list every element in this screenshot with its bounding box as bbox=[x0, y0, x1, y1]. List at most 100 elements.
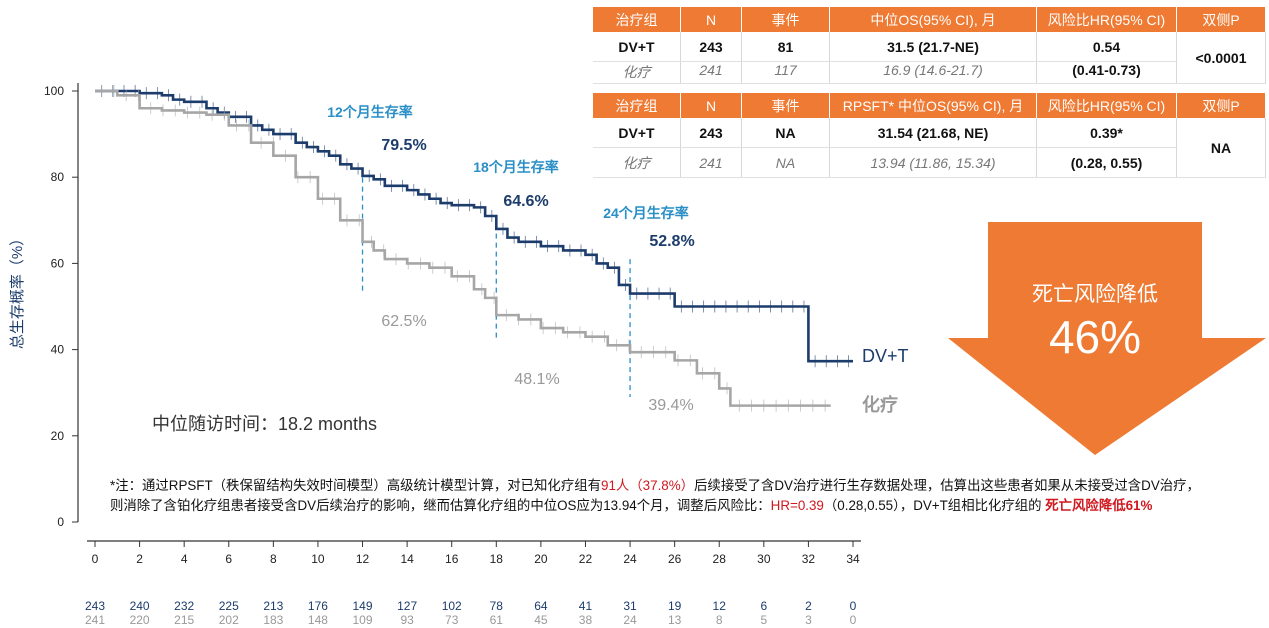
at-risk-dvt: 64 bbox=[534, 599, 548, 613]
x-tick-label: 22 bbox=[579, 552, 593, 566]
y-tick-label: 20 bbox=[51, 429, 65, 443]
y-axis-label: 总生存概率（%） bbox=[9, 231, 26, 349]
x-tick-label: 18 bbox=[490, 552, 504, 566]
table-cell-n: 243 bbox=[680, 32, 742, 62]
at-risk-dvt: 240 bbox=[130, 599, 150, 613]
x-tick-label: 20 bbox=[534, 552, 548, 566]
milestone-title: 24个月生存率 bbox=[603, 205, 689, 221]
at-risk-chemo: 183 bbox=[263, 613, 283, 627]
table-row: DV+T 243 NA 31.54 (21.68, NE) 0.39* NA bbox=[593, 118, 1266, 178]
y-tick-label: 100 bbox=[44, 84, 64, 98]
table-cell-events: NA bbox=[741, 147, 830, 178]
at-risk-chemo: 109 bbox=[353, 613, 373, 627]
table-cell-hr-ci: (0.28, 0.55) bbox=[1036, 147, 1177, 178]
at-risk-chemo: 93 bbox=[400, 613, 414, 627]
footnote-line-1: *注：通过RPSFT（秩保留结构失效时间模型）高级统计模型计算，对已知化疗组有9… bbox=[110, 476, 1260, 496]
at-risk-chemo: 61 bbox=[490, 613, 504, 627]
milestone-chemo-value: 48.1% bbox=[514, 371, 559, 388]
at-risk-dvt: 102 bbox=[442, 599, 462, 613]
table-cell-group: DV+T bbox=[593, 32, 681, 62]
milestone-markers: 12个月生存率 79.5% 62.5% 18个月生存率 64.6% 48.1% 24个月生存… bbox=[327, 104, 694, 414]
table-cell-n: 241 bbox=[680, 147, 742, 178]
at-risk-dvt: 31 bbox=[623, 599, 637, 613]
table-header-row: 治疗组 N 事件 中位OS(95% CI), 月 风险比HR(95% CI) 双… bbox=[593, 7, 1266, 32]
at-risk-dvt: 12 bbox=[713, 599, 727, 613]
footnote-text: 则消除了含铂化疗组患者接受含DV后续治疗的影响，继而估算化疗组的中位OS应为13… bbox=[110, 498, 771, 513]
y-tick-label: 80 bbox=[51, 170, 65, 184]
at-risk-dvt: 176 bbox=[308, 599, 328, 613]
milestone-title: 18个月生存率 bbox=[473, 159, 559, 175]
arrow-shape bbox=[948, 222, 1266, 455]
at-risk-dvt: 2 bbox=[805, 599, 812, 613]
x-tick-label: 2 bbox=[136, 552, 143, 566]
x-tick-label: 34 bbox=[846, 552, 860, 566]
milestone-dvt-value: 52.8% bbox=[649, 233, 694, 250]
x-tick-label: 8 bbox=[270, 552, 277, 566]
table-header: RPSFT* 中位OS(95% CI), 月 bbox=[829, 93, 1037, 118]
at-risk-chemo: 215 bbox=[174, 613, 194, 627]
at-risk-dvt: 213 bbox=[263, 599, 283, 613]
at-risk-chemo: 73 bbox=[445, 613, 459, 627]
table-cell-hr: 0.54 bbox=[1036, 32, 1177, 62]
milestone-dvt-value: 79.5% bbox=[381, 137, 426, 154]
at-risk-dvt: 0 bbox=[850, 599, 857, 613]
table-header: 风险比HR(95% CI) bbox=[1036, 7, 1177, 32]
table-cell-n: 241 bbox=[680, 61, 742, 84]
table-header: N bbox=[680, 7, 742, 32]
x-tick-label: 0 bbox=[92, 552, 99, 566]
table-cell-median: 31.54 (21.68, NE) bbox=[829, 118, 1037, 148]
table-header: 双侧P bbox=[1176, 7, 1266, 32]
footnote-hr: HR=0.39 bbox=[770, 498, 824, 513]
at-risk-dvt: 149 bbox=[353, 599, 373, 613]
milestone-dvt-value: 64.6% bbox=[503, 193, 548, 210]
at-risk-chemo: 8 bbox=[716, 613, 723, 627]
results-table-rpsft: 治疗组 N 事件 RPSFT* 中位OS(95% CI), 月 风险比HR(95… bbox=[593, 93, 1266, 178]
at-risk-chemo: 24 bbox=[623, 613, 637, 627]
x-tick-label: 26 bbox=[668, 552, 682, 566]
footnote-risk-reduction: 死亡风险降低61% bbox=[1045, 498, 1153, 513]
at-risk-dvt: 243 bbox=[85, 599, 105, 613]
at-risk-chemo: 3 bbox=[805, 613, 812, 627]
x-tick-label: 16 bbox=[445, 552, 459, 566]
table-cell-events: 81 bbox=[741, 32, 830, 62]
y-tick-label: 40 bbox=[51, 343, 65, 357]
x-tick-label: 10 bbox=[311, 552, 325, 566]
chemo-curve bbox=[95, 89, 831, 407]
x-tick-label: 6 bbox=[225, 552, 232, 566]
table-header: N bbox=[680, 93, 742, 118]
at-risk-dvt: 41 bbox=[579, 599, 593, 613]
milestone-title: 12个月生存率 bbox=[327, 104, 413, 120]
footnote-line-2: 则消除了含铂化疗组患者接受含DV后续治疗的影响，继而估算化疗组的中位OS应为13… bbox=[110, 496, 1260, 516]
at-risk-chemo: 45 bbox=[534, 613, 548, 627]
at-risk-dvt: 6 bbox=[760, 599, 767, 613]
at-risk-chemo: 0 bbox=[850, 613, 857, 627]
table-header-row: 治疗组 N 事件 RPSFT* 中位OS(95% CI), 月 风险比HR(95… bbox=[593, 93, 1266, 118]
at-risk-chemo: 5 bbox=[760, 613, 767, 627]
callout-title: 死亡风险降低 bbox=[1032, 283, 1158, 306]
at-risk-dvt: 225 bbox=[219, 599, 239, 613]
at-risk-dvt: 232 bbox=[174, 599, 194, 613]
series-label-dvt: DV+T bbox=[862, 346, 909, 366]
table-cell-p: <0.0001 bbox=[1176, 32, 1266, 84]
x-tick-label: 32 bbox=[802, 552, 816, 566]
table-cell-median: 31.5 (21.7-NE) bbox=[829, 32, 1037, 62]
at-risk-dvt: 127 bbox=[397, 599, 417, 613]
y-tick-label: 60 bbox=[51, 256, 65, 270]
at-risk-dvt: 19 bbox=[668, 599, 682, 613]
x-tick-label: 24 bbox=[623, 552, 637, 566]
footnote-text: 后续接受了含DV治疗进行生存数据处理，估算出这些患者如果从未接受过含DV治疗， bbox=[694, 478, 1200, 493]
dvt-curve bbox=[95, 89, 853, 363]
results-table-itt: 治疗组 N 事件 中位OS(95% CI), 月 风险比HR(95% CI) 双… bbox=[593, 7, 1266, 84]
table-row: 化疗 241 117 16.9 (14.6-21.7) (0.41-0.73) bbox=[593, 61, 1266, 84]
at-risk-table: 243 240 232 225 213 176 149 127 102 78 64 41 31 19 12 6… bbox=[85, 599, 857, 627]
at-risk-chemo: 148 bbox=[308, 613, 328, 627]
x-tick-label: 14 bbox=[400, 552, 414, 566]
table-header: 治疗组 bbox=[593, 7, 681, 32]
table-row: DV+T 243 81 31.5 (21.7-NE) 0.54 <0.0001 bbox=[593, 32, 1266, 84]
footnote: *注：通过RPSFT（秩保留结构失效时间模型）高级统计模型计算，对已知化疗组有9… bbox=[110, 476, 1260, 516]
table-row: 化疗 241 NA 13.94 (11.86, 15.34) (0.28, 0.… bbox=[593, 147, 1266, 178]
series-label-chemo: 化疗 bbox=[862, 394, 898, 415]
x-tick-label: 30 bbox=[757, 552, 771, 566]
